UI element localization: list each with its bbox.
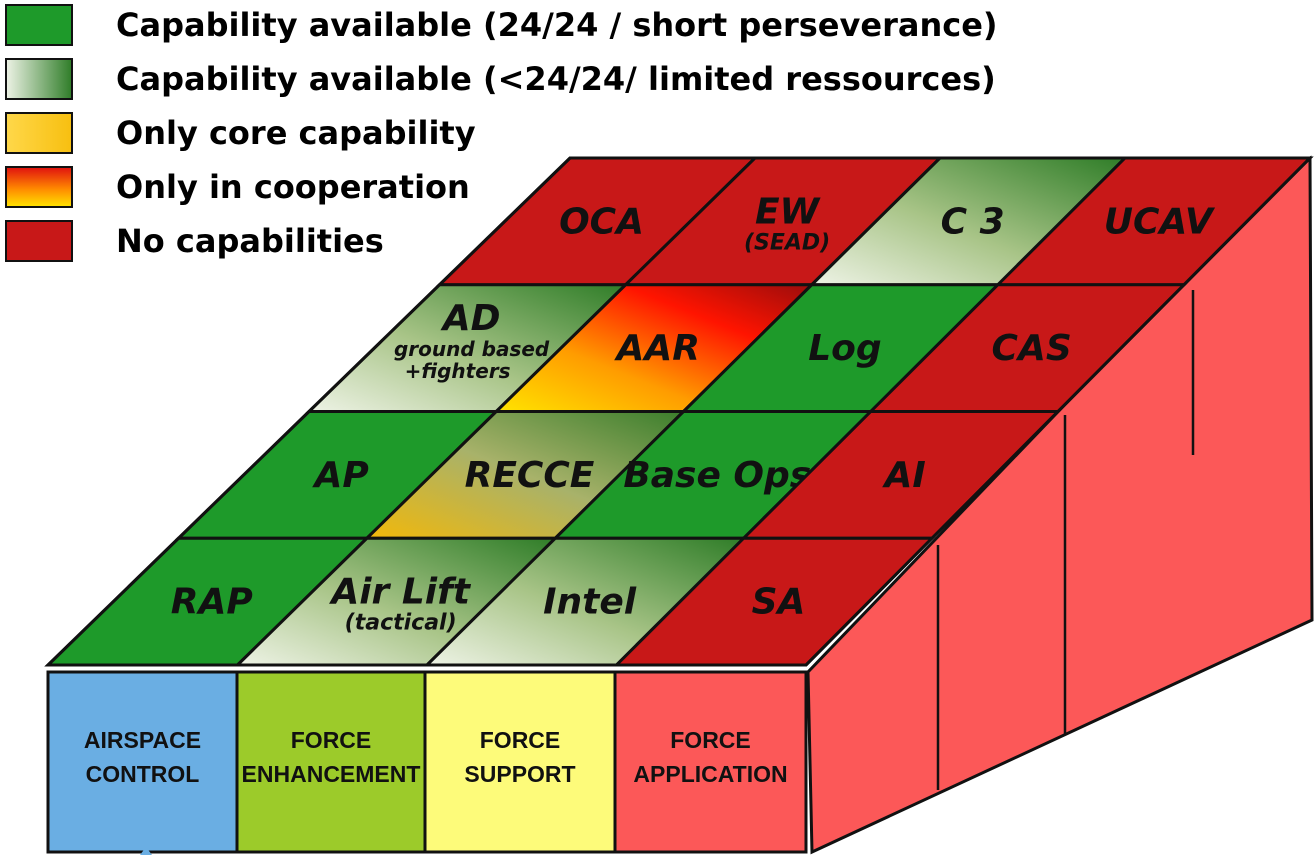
- legend-swatch: [5, 166, 73, 208]
- cell-label: AD: [440, 298, 501, 339]
- legend-item-3: Only core capability: [5, 112, 476, 154]
- front-face-label-line1: FORCE: [670, 727, 751, 753]
- capability-cube: AIRSPACE CONTROL FORCE ENHANCEMENT FORCE SUPP…: [44, 155, 1314, 855]
- cell-label: OCA: [559, 201, 644, 242]
- cell-label: AI: [881, 455, 925, 496]
- cell-log: Log: [679, 283, 1002, 413]
- cell-label: AAR: [614, 328, 700, 369]
- front-face-airspace-control: AIRSPACE CONTROL: [46, 670, 239, 854]
- legend-swatch: [5, 58, 73, 100]
- cell-label: AP: [312, 455, 369, 496]
- front-face-label-line1: FORCE: [291, 727, 372, 753]
- cell-sa: SA: [612, 536, 936, 667]
- right-face-dividers: [936, 290, 1195, 790]
- front-face-force-application: FORCE APPLICATION: [613, 670, 808, 854]
- cell-label: SA: [752, 582, 806, 623]
- front-face-label-line1: FORCE: [480, 727, 561, 753]
- cell-label: RAP: [171, 582, 253, 623]
- legend-swatch: [5, 220, 73, 262]
- front-face-label-line2: APPLICATION: [633, 761, 787, 787]
- legend-item-4: Only in cooperation: [5, 166, 470, 208]
- legend-label: Only core capability: [116, 114, 476, 152]
- cell-label: Intel: [543, 582, 637, 623]
- cell-label: CAS: [992, 328, 1072, 369]
- front-face-label-line2: ENHANCEMENT: [242, 761, 421, 787]
- cell-label: EW: [755, 191, 822, 232]
- front-faces: AIRSPACE CONTROL FORCE ENHANCEMENT FORCE SUPP…: [46, 670, 808, 854]
- legend-item-1: Capability available (24/24 / short pers…: [5, 4, 998, 46]
- front-face-label-line2: SUPPORT: [464, 761, 575, 787]
- legend-item-5: No capabilities: [5, 220, 384, 262]
- legend-label: Capability available (<24/24/ limited re…: [116, 60, 996, 98]
- front-face-label-line2: CONTROL: [86, 761, 200, 787]
- legend-label: Capability available (24/24 / short pers…: [116, 6, 998, 44]
- cube-top-outline: [44, 156, 1314, 667]
- front-face-force-support: FORCE SUPPORT: [423, 670, 617, 854]
- front-face-panel: [613, 670, 808, 854]
- cell-sublabel: ground based +fighters: [394, 337, 550, 383]
- cell-label: UCAV: [1104, 201, 1216, 242]
- legend-swatch: [5, 4, 73, 46]
- legend-item-2: Capability available (<24/24/ limited re…: [5, 58, 996, 100]
- cell-sublabel: (tactical): [345, 611, 457, 636]
- cell-label: C 3: [941, 201, 1005, 242]
- legend-label: No capabilities: [116, 222, 384, 260]
- legend-label: Only in cooperation: [116, 168, 470, 206]
- cell-label: Base Ops: [623, 455, 811, 496]
- pointer-arrowhead: [140, 847, 152, 855]
- front-face-panel: [423, 670, 617, 854]
- cell-label: Log: [808, 328, 881, 369]
- front-face-force-enhancement: FORCE ENHANCEMENT: [235, 670, 427, 854]
- legend: Capability available (24/24 / short pers…: [5, 4, 998, 262]
- cell-label: RECCE: [465, 455, 595, 496]
- cell-sublabel: (SEAD): [744, 230, 830, 255]
- cell-label: Air Lift: [328, 572, 471, 613]
- front-face-label-line1: AIRSPACE: [84, 727, 201, 753]
- legend-swatch: [5, 112, 73, 154]
